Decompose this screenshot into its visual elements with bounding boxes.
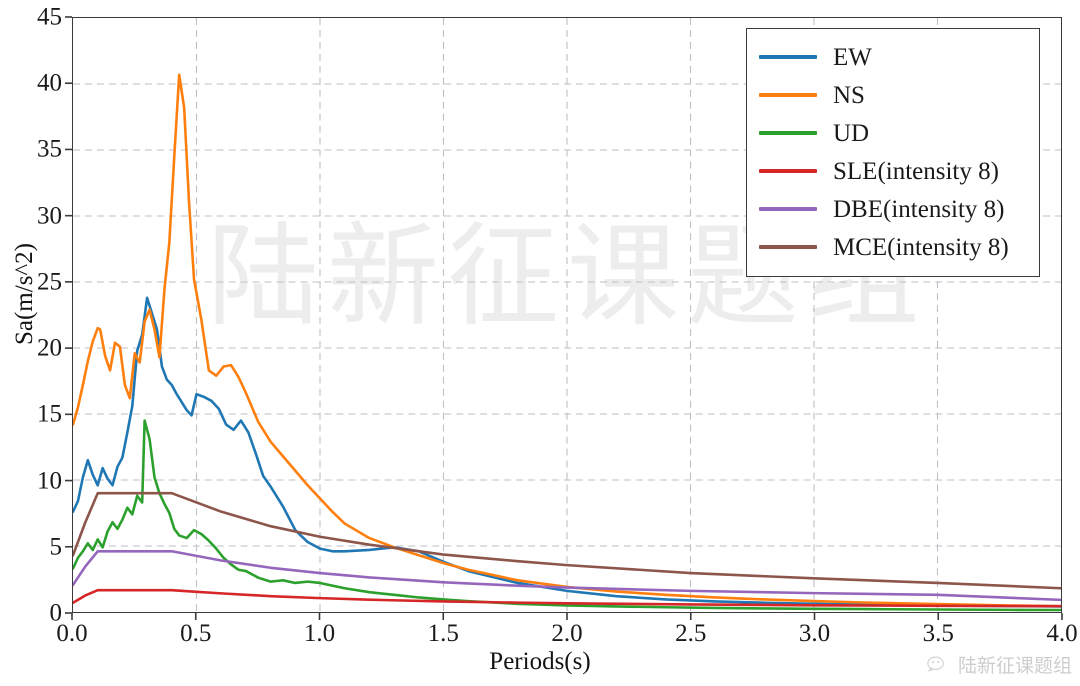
x-tick-label: 0.0 [56,620,88,647]
chart-legend: EW NS UD SLE(intensity 8) DBE(intensity 8) MC… [746,28,1040,277]
y-tick-label: 5 [49,533,63,561]
series-line-sle-intensity-8- [73,588,1061,608]
legend-color-swatch [759,169,817,173]
legend-item-label: EW [833,43,872,71]
series-line-ud [73,419,1061,612]
legend-item-label: UD [833,119,870,147]
x-tick-label: 4.0 [1046,620,1078,647]
x-tick-label: 3.5 [922,620,954,647]
legend-color-swatch [759,55,817,59]
y-tick-label: 20 [37,334,62,362]
y-tick-label: 0 [49,599,63,627]
y-axis-label: Sa(m/s^2) [11,243,38,346]
legend-item-ew[interactable]: EW [759,38,1027,76]
y-tick-label: 10 [37,467,62,495]
x-tick-label: 2.0 [551,620,583,647]
legend-color-swatch [759,93,817,97]
legend-color-swatch [759,207,817,211]
legend-color-swatch [759,245,817,249]
legend-item-label: NS [833,81,865,109]
series-line-mce-intensity-8- [73,491,1061,590]
legend-item-ns[interactable]: NS [759,76,1027,114]
x-tick-label: 3.0 [798,620,831,647]
x-axis-ticks: 0.0 0.5 1.0 1.5 2.0 2.5 3.0 3.5 4.0 [0,621,1080,657]
y-tick-label: 35 [37,135,62,163]
x-tick-label: 1.5 [427,620,459,647]
legend-item-label: DBE(intensity 8) [833,195,1005,223]
x-tick-label: 0.5 [180,620,212,647]
series-curves [73,73,1061,612]
series-line-dbe-intensity-8- [73,549,1061,602]
legend-item-dbe-intensity-8-[interactable]: DBE(intensity 8) [759,190,1027,228]
y-tick-label: 45 [37,3,62,31]
legend-item-mce-intensity-8-[interactable]: MCE(intensity 8) [759,228,1027,266]
y-tick-label: 15 [37,400,62,428]
y-tick-label: 30 [37,202,62,230]
y-tick-label: 25 [37,268,62,296]
legend-color-swatch [759,131,817,135]
y-tick-label: 40 [37,69,62,97]
y-axis-ticks: 0 5 10 15 20 25 30 35 40 45 [0,0,62,686]
x-tick-label: 2.5 [675,620,707,647]
legend-item-label: SLE(intensity 8) [833,157,999,185]
series-line-ew [73,296,1061,608]
legend-item-sle-intensity-8-[interactable]: SLE(intensity 8) [759,152,1027,190]
legend-item-label: MCE(intensity 8) [833,233,1009,261]
x-tick-label: 1.0 [303,620,336,647]
x-axis-label: Periods(s) [489,648,591,675]
legend-item-ud[interactable]: UD [759,114,1027,152]
